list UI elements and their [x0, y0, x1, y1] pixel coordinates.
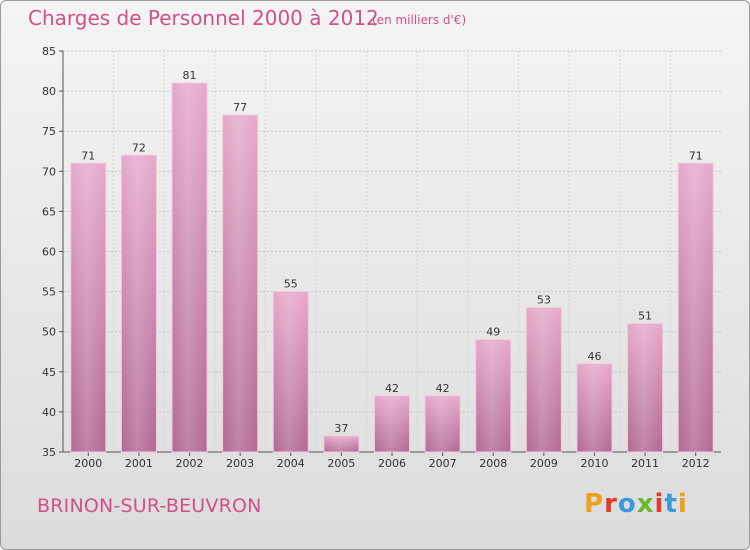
data-label: 81 [183, 69, 197, 82]
x-tick-label: 2004 [277, 457, 305, 470]
bar-highlight [628, 324, 662, 452]
data-label: 71 [81, 149, 95, 162]
bar-highlight [375, 396, 409, 452]
y-tick-label: 65 [42, 205, 56, 218]
x-tick-label: 2008 [479, 457, 507, 470]
commune-name: BRINON-SUR-BEUVRON [37, 495, 262, 517]
x-tick-label: 2007 [429, 457, 457, 470]
x-tick-label: 2005 [327, 457, 355, 470]
y-tick-label: 40 [42, 406, 56, 419]
bars [70, 82, 714, 453]
y-tick-label: 75 [42, 125, 56, 138]
logo-letter: o [617, 489, 637, 519]
axes [59, 50, 721, 456]
data-label: 71 [689, 149, 703, 162]
chart-subtitle: (en milliers d'€) [372, 13, 467, 27]
x-tick-label: 2006 [378, 457, 406, 470]
data-label: 53 [537, 294, 551, 307]
logo-letter: i [654, 489, 665, 519]
logo-letter: t [664, 489, 678, 519]
bar-highlight [679, 164, 713, 452]
y-tick-label: 70 [42, 165, 56, 178]
bar-highlight [476, 340, 510, 452]
data-label: 46 [587, 350, 601, 363]
bar-highlight [527, 308, 561, 452]
x-tick-label: 2009 [530, 457, 558, 470]
x-tick-label: 2011 [631, 457, 659, 470]
chart-title: Charges de Personnel 2000 à 2012 [28, 6, 379, 30]
data-label: 49 [486, 326, 500, 339]
logo-letter: P [584, 489, 605, 519]
logo-letter: r [604, 489, 618, 519]
bar-highlight [223, 116, 257, 452]
data-label: 77 [233, 101, 247, 114]
y-tick-label: 50 [42, 326, 56, 339]
y-tick-label: 60 [42, 246, 56, 259]
y-tick-label: 55 [42, 286, 56, 299]
x-tick-label: 2002 [176, 457, 204, 470]
logo-letter: x [636, 489, 655, 519]
y-tick-label: 45 [42, 366, 56, 379]
data-label: 42 [385, 382, 399, 395]
data-label: 51 [638, 310, 652, 323]
x-tick-label: 2010 [580, 457, 608, 470]
data-label: 37 [334, 422, 348, 435]
bar-highlight [122, 156, 156, 452]
logo-letter: i [677, 489, 688, 519]
bar-highlight [173, 84, 207, 452]
labels: 35 40 45 50 55 60 65 70 75 80 85 71 2000 72 2001 81 2002… [42, 45, 710, 470]
bar-highlight [577, 364, 611, 452]
proxiti-logo: Proxiti [584, 489, 688, 519]
x-tick-label: 2003 [226, 457, 254, 470]
data-label: 42 [436, 382, 450, 395]
bar-highlight [71, 164, 105, 452]
x-tick-label: 2012 [682, 457, 710, 470]
data-label: 72 [132, 141, 146, 154]
x-tick-label: 2000 [74, 457, 102, 470]
y-tick-label: 85 [42, 45, 56, 58]
bar-highlight [426, 396, 460, 452]
data-label: 55 [284, 278, 298, 291]
bar-highlight [274, 292, 308, 452]
y-tick-label: 80 [42, 85, 56, 98]
bar-highlight [324, 436, 358, 452]
x-tick-label: 2001 [125, 457, 153, 470]
y-tick-label: 35 [42, 446, 56, 459]
